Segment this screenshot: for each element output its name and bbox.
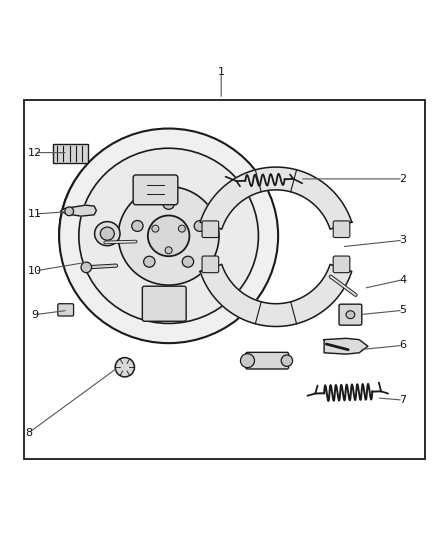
Ellipse shape [79,148,258,324]
Polygon shape [60,205,96,216]
Ellipse shape [132,221,143,231]
FancyBboxPatch shape [202,221,219,238]
Ellipse shape [346,311,355,319]
Ellipse shape [182,256,194,267]
Text: 2: 2 [399,174,406,184]
FancyBboxPatch shape [339,304,362,325]
Ellipse shape [59,128,278,343]
Circle shape [165,247,172,254]
Ellipse shape [163,198,174,209]
Polygon shape [200,167,352,229]
Text: 7: 7 [399,395,406,405]
Text: 9: 9 [32,310,39,320]
Ellipse shape [148,215,189,256]
FancyBboxPatch shape [53,144,88,163]
Circle shape [281,355,293,366]
Ellipse shape [59,134,261,333]
Ellipse shape [100,227,114,240]
Circle shape [81,262,92,273]
Text: 1: 1 [218,67,225,77]
FancyBboxPatch shape [133,175,178,205]
Circle shape [65,207,74,216]
FancyBboxPatch shape [333,256,350,273]
Circle shape [178,225,185,232]
FancyBboxPatch shape [246,352,289,369]
FancyBboxPatch shape [333,221,350,238]
FancyBboxPatch shape [58,304,74,316]
Text: 10: 10 [28,266,42,276]
Circle shape [152,225,159,232]
Circle shape [115,358,134,377]
Ellipse shape [95,222,120,246]
Ellipse shape [118,187,219,285]
Ellipse shape [194,221,205,231]
Text: 11: 11 [28,209,42,219]
Text: 3: 3 [399,235,406,245]
Text: 6: 6 [399,341,406,350]
FancyBboxPatch shape [202,256,219,273]
Bar [24,100,425,459]
FancyBboxPatch shape [142,286,186,321]
Polygon shape [200,264,352,327]
Polygon shape [324,338,368,354]
Circle shape [240,354,254,368]
Text: 4: 4 [399,274,406,285]
Text: 8: 8 [25,428,32,438]
Ellipse shape [90,165,230,303]
Text: 12: 12 [28,148,42,158]
Ellipse shape [144,256,155,267]
Text: 5: 5 [399,305,406,316]
